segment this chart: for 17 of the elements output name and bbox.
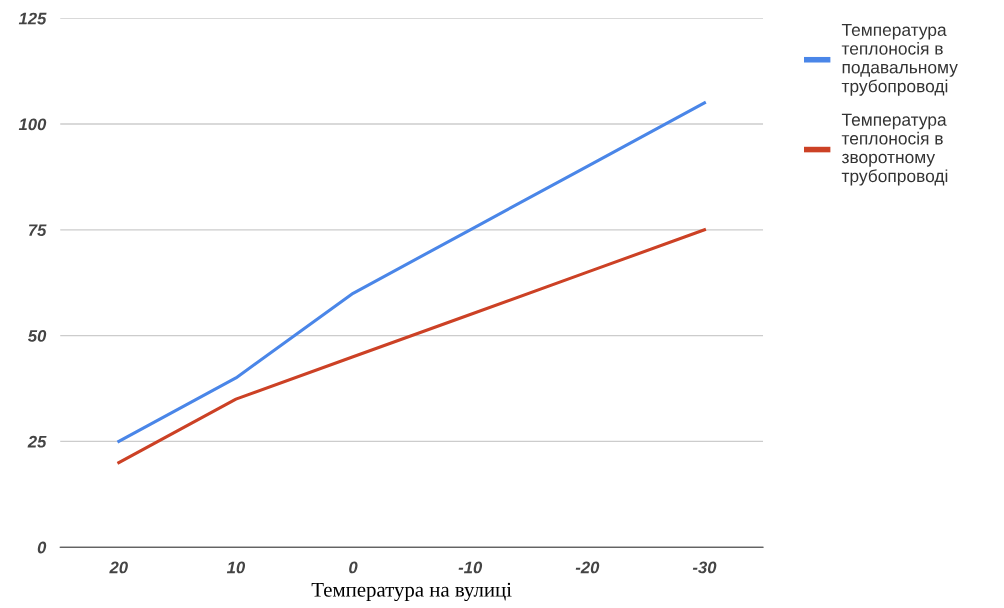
- y-tick-label: 50: [27, 330, 47, 342]
- line-series: [117, 228, 706, 465]
- legend-label: Температура теплоносія в зворотному трубопроводі: [841, 113, 948, 186]
- x-tick-label: -30: [692, 561, 717, 574]
- y-tick-label: 125: [18, 12, 47, 25]
- x-tick-label: 10: [226, 561, 246, 574]
- x-tick-label: 20: [109, 561, 128, 574]
- x-axis-title: Температура на вулиці: [311, 582, 512, 602]
- x-tick-label: -10: [458, 561, 483, 574]
- y-tick-label: 100: [18, 118, 47, 131]
- y-tick-label: 25: [27, 435, 47, 448]
- y-tick-label: 75: [28, 224, 47, 237]
- line-series: [117, 101, 706, 443]
- legend-label: Температура теплоносія в подавальному трубопроводі: [841, 23, 958, 96]
- x-tick-label: 0: [349, 561, 358, 574]
- x-tick-label: -20: [575, 561, 600, 574]
- y-tick-label: 0: [37, 541, 47, 554]
